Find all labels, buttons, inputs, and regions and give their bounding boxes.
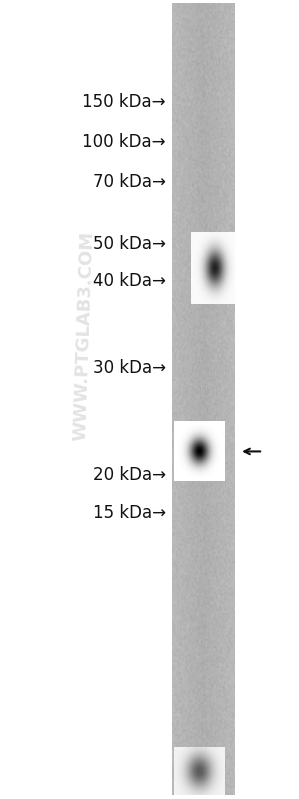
Text: 50 kDa→: 50 kDa→: [93, 235, 166, 252]
Text: 40 kDa→: 40 kDa→: [93, 272, 166, 290]
Text: 100 kDa→: 100 kDa→: [83, 133, 166, 151]
Text: WWW.PTGLAB3.COM: WWW.PTGLAB3.COM: [71, 230, 96, 441]
Text: 15 kDa→: 15 kDa→: [93, 504, 166, 522]
Text: 150 kDa→: 150 kDa→: [83, 93, 166, 111]
Text: 70 kDa→: 70 kDa→: [93, 173, 166, 191]
Text: 30 kDa→: 30 kDa→: [93, 359, 166, 376]
Text: 20 kDa→: 20 kDa→: [93, 466, 166, 483]
